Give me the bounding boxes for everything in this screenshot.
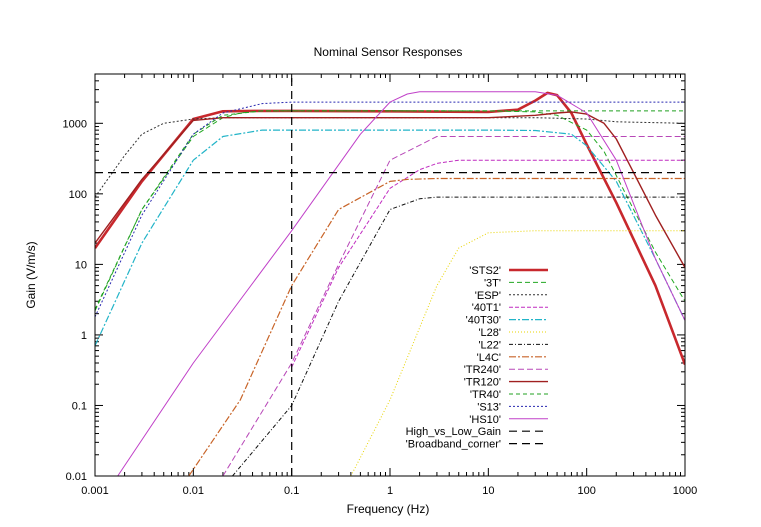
y-axis-label: Gain (V/m/s) <box>24 241 38 308</box>
plot-frame <box>94 73 686 477</box>
series-line <box>350 230 685 476</box>
legend-label: High_vs_Low_Gain <box>406 426 501 438</box>
x-axis-label: Frequency (Hz) <box>347 502 430 516</box>
series-line <box>188 177 685 476</box>
series-line <box>117 91 685 476</box>
x-tick-label: 0.1 <box>284 485 299 497</box>
x-tick-label: 0.001 <box>81 485 109 497</box>
series-line <box>95 111 685 268</box>
legend-label: 'L4C' <box>477 352 501 364</box>
series-lines <box>95 74 685 476</box>
legend-label: 'L28' <box>478 327 501 339</box>
legend-label: 'S13' <box>477 401 501 413</box>
series-line <box>95 110 685 312</box>
legend-label: 'HS10' <box>469 414 501 426</box>
y-tick-label: 1 <box>81 330 87 342</box>
series-line <box>95 129 685 347</box>
legend-label: '40T30' <box>466 315 501 327</box>
x-tick-label: 1 <box>387 485 393 497</box>
y-tick-label: 100 <box>69 189 87 201</box>
chart-title: Nominal Sensor Responses <box>314 45 463 59</box>
legend-label: 'Broadband_corner' <box>406 439 501 451</box>
series-line <box>232 196 685 476</box>
x-tick-label: 1000 <box>673 485 697 497</box>
legend-label: 'TR240' <box>464 364 501 376</box>
y-tick-label: 0.01 <box>66 471 87 483</box>
legend-label: '3T' <box>484 277 501 289</box>
series-line <box>95 101 685 318</box>
y-tick-label: 1000 <box>63 118 87 130</box>
legend-label: 'TR120' <box>464 377 501 389</box>
y-tick-label: 0.1 <box>72 400 87 412</box>
x-tick-label: 100 <box>577 485 595 497</box>
legend-label: 'L22' <box>478 339 501 351</box>
series-line <box>95 110 685 310</box>
y-tick-label: 10 <box>75 259 87 271</box>
legend: 'STS2''3T''ESP''40T1''40T30''L28''L22''L… <box>406 265 548 451</box>
legend-label: 'TR40' <box>470 389 501 401</box>
series-line <box>222 136 685 476</box>
x-tick-label: 0.01 <box>183 485 204 497</box>
series-line <box>291 159 685 368</box>
series-line <box>95 91 685 366</box>
x-tick-label: 10 <box>482 485 494 497</box>
legend-label: 'ESP' <box>475 290 501 302</box>
legend-label: '40T1' <box>472 302 501 314</box>
legend-label: 'STS2' <box>469 265 501 277</box>
